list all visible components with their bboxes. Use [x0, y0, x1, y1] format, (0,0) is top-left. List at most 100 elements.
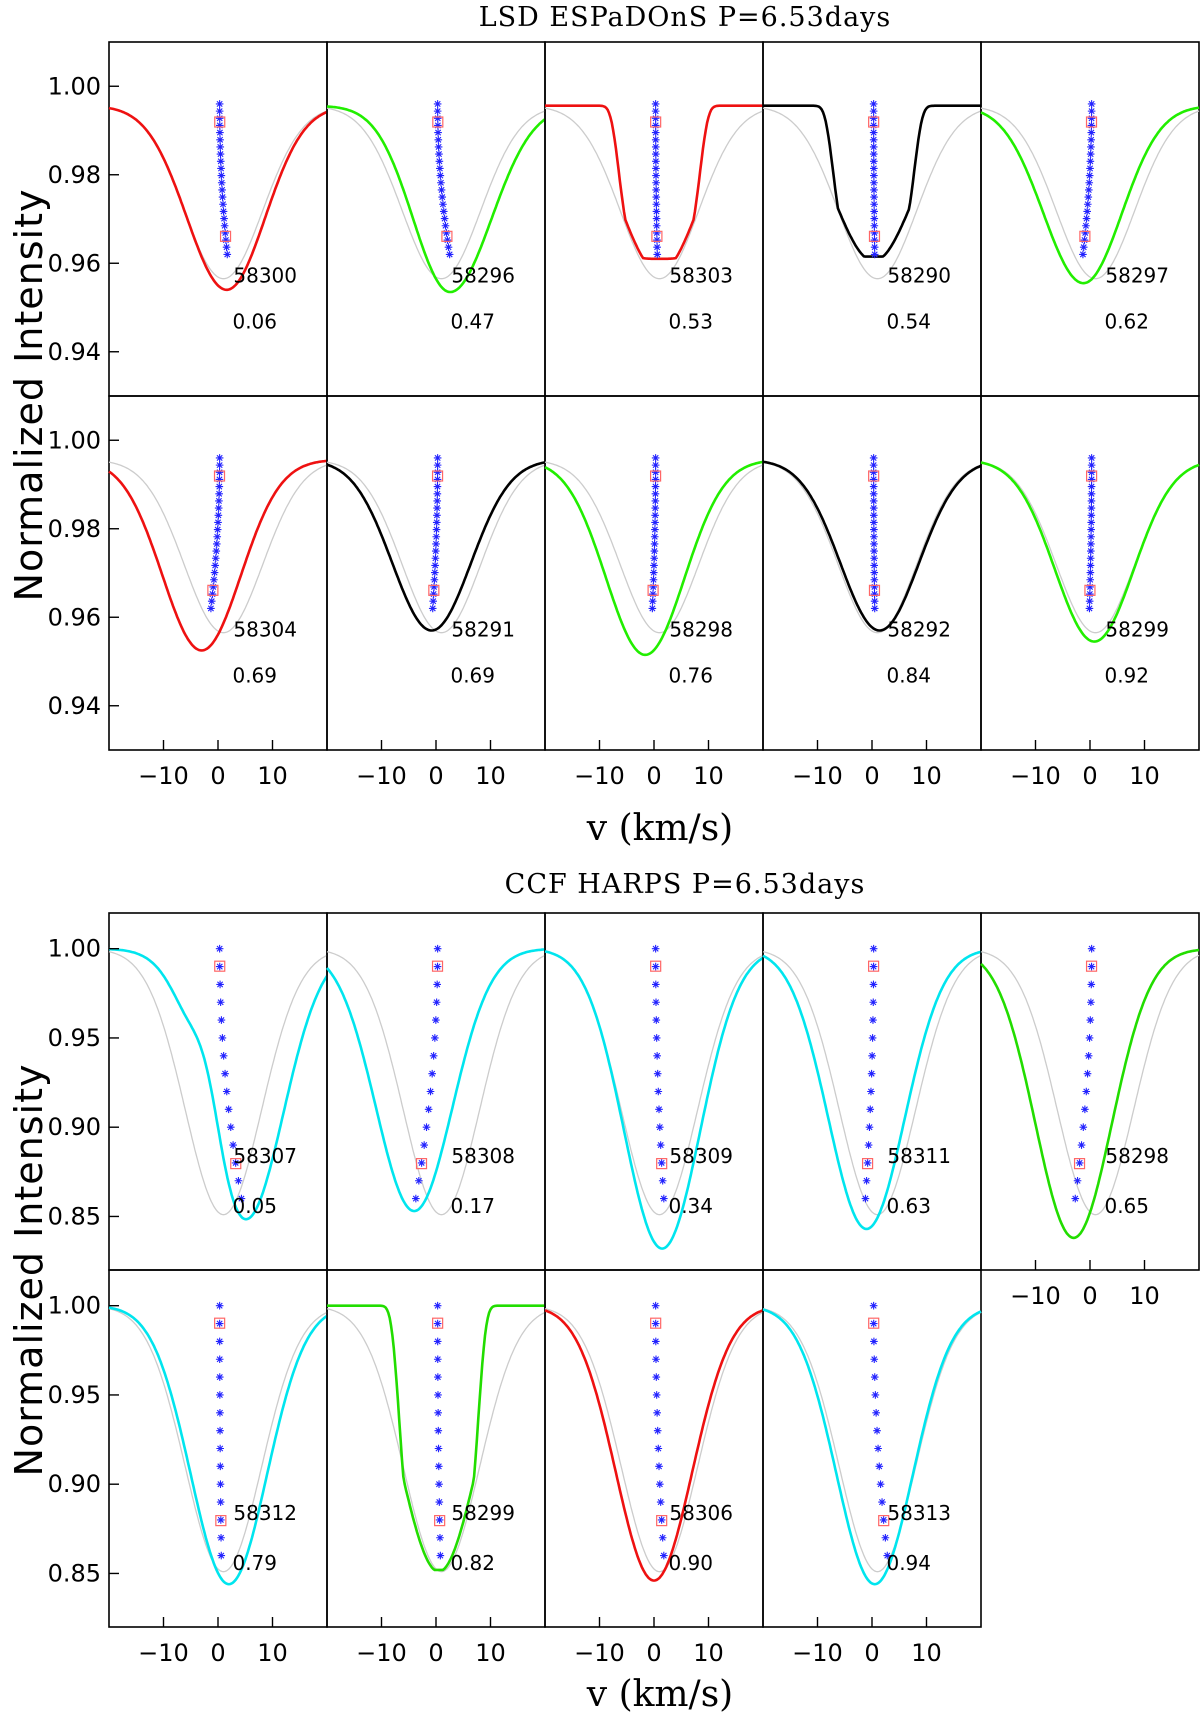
line-profile: [544, 1309, 764, 1582]
bisector-point: [870, 1337, 878, 1346]
bisector-point: [1087, 962, 1096, 971]
x-tick-label: 10: [475, 1639, 506, 1667]
bisector-point: [431, 554, 440, 563]
bisector-point: [229, 1141, 237, 1149]
bisector-point: [651, 482, 660, 491]
bisector-point: [870, 540, 878, 548]
bisector-point: [222, 243, 231, 252]
x-tick-label: −10: [1010, 1282, 1061, 1310]
bisector-point: [214, 518, 222, 527]
panel: 58298 0.65 −10 0 10: [980, 912, 1200, 1310]
bisector-point: [443, 236, 452, 244]
bisector-point: [207, 597, 216, 606]
x-tick-label: −10: [574, 762, 625, 790]
bisector-point: [215, 1319, 224, 1328]
bisector-marker: [207, 584, 219, 596]
bisector-point: [870, 171, 878, 180]
line-profile: [545, 104, 763, 261]
bisector-point: [433, 1337, 442, 1346]
bisector-point: [867, 1069, 876, 1078]
bisector-point: [870, 186, 878, 194]
bisector-marker: [230, 1158, 242, 1170]
bisector-point: [220, 221, 229, 230]
bisector-point: [658, 1176, 667, 1185]
bisector-point: [218, 1034, 227, 1042]
panel-phase-label: 0.84: [886, 664, 931, 688]
x-tick-label: 0: [646, 1639, 661, 1667]
line-profile: [108, 106, 328, 292]
bisector-point: [868, 1034, 877, 1042]
panel-phase-label: 0.06: [232, 310, 277, 334]
panel-date-label: 58307: [233, 1144, 297, 1168]
panel-date-label: 58298: [669, 618, 733, 642]
bisector-point: [869, 143, 878, 151]
bisector-point: [433, 489, 442, 498]
reference-profile: [762, 461, 982, 634]
bisector-point: [869, 962, 878, 971]
x-tick-label: 10: [911, 1639, 942, 1667]
bisector-point: [1086, 590, 1094, 598]
bisector-point: [657, 1159, 666, 1167]
reference-profile: [108, 461, 328, 634]
bisector-point: [431, 547, 440, 555]
bisector-point: [1079, 250, 1087, 259]
reference-profile: [762, 1308, 982, 1573]
bisector-point: [216, 1462, 225, 1471]
panel-phase-label: 0.82: [450, 1551, 495, 1575]
bisector-point: [435, 1498, 444, 1506]
bisector-point: [219, 1052, 228, 1060]
bisector-point: [207, 604, 215, 613]
bisector-point: [218, 186, 226, 194]
bisector-point: [869, 475, 878, 484]
bisector-point: [219, 207, 228, 216]
line-profile: [108, 1306, 328, 1586]
bisector-point: [216, 157, 225, 166]
panel-phase-label: 0.47: [450, 310, 495, 334]
bisector-point: [653, 1426, 662, 1435]
bisector-marker: [431, 470, 444, 482]
bisector-point: [1085, 604, 1094, 613]
panel-phase-label: 0.69: [232, 664, 277, 688]
bisector-point: [869, 511, 878, 520]
bisector-point: [1087, 532, 1095, 541]
bisector-point: [1087, 497, 1096, 505]
reference-profile: [544, 107, 764, 280]
bisector-point: [652, 221, 661, 230]
bisector-marker: [1084, 584, 1096, 596]
bisector-point: [430, 575, 439, 584]
x-tick-label: 0: [1082, 762, 1097, 790]
bisector-point: [655, 1462, 663, 1471]
line-profile: [109, 947, 329, 1221]
bisector-point: [433, 511, 441, 520]
bisector-point: [653, 236, 661, 244]
bisector-point: [1087, 980, 1096, 989]
bisector-point: [869, 1301, 878, 1310]
bisector-point: [237, 1194, 246, 1203]
bisector-point: [655, 1105, 663, 1114]
bisector-point: [869, 1319, 878, 1328]
bisector-point: [216, 1498, 225, 1506]
bisector-point: [433, 454, 442, 462]
panel-phase-label: 0.76: [668, 664, 713, 688]
bisector-point: [653, 1409, 661, 1417]
bisector-point: [1085, 1034, 1094, 1042]
bisector-point: [436, 164, 444, 173]
panel-date-label: 58291: [451, 618, 515, 642]
panel-phase-label: 0.90: [668, 1551, 713, 1575]
bisector-point: [433, 1355, 442, 1364]
panel-phase-label: 0.34: [668, 1194, 713, 1218]
line-profile: [762, 950, 982, 1231]
bisector-point: [429, 590, 438, 598]
bisector-point: [1083, 207, 1091, 216]
bisector-point: [210, 575, 218, 584]
bisector-point: [216, 128, 224, 137]
panel-date-label: 58292: [887, 618, 951, 642]
bisector-point: [650, 554, 658, 563]
panel: 58297 0.62: [980, 41, 1200, 397]
reference-profile: [980, 951, 1200, 1216]
top-y-axis-label: Normalized Intensity: [7, 189, 51, 602]
bisector-point: [870, 1355, 879, 1364]
reference-profile: [544, 951, 764, 1216]
bisector-point: [430, 583, 438, 591]
bisector-point: [656, 1480, 664, 1488]
